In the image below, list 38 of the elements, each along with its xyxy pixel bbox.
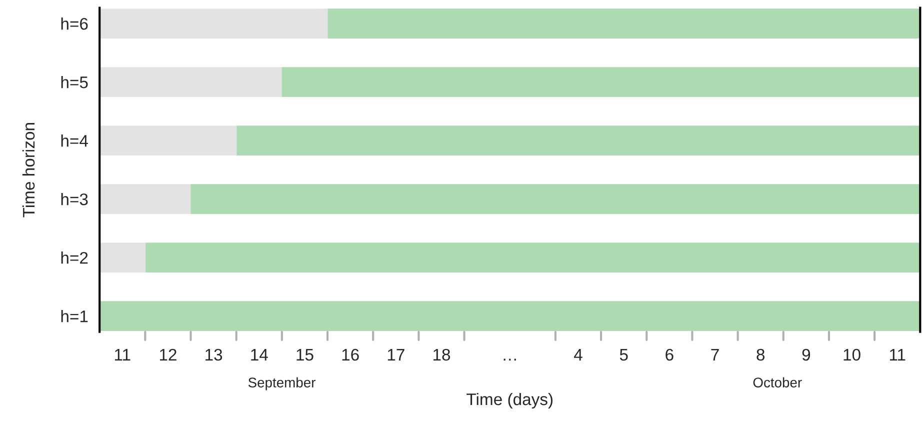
text: 5	[620, 349, 628, 361]
text: 11	[114, 349, 130, 360]
bar	[100, 301, 920, 331]
bar	[328, 8, 920, 38]
bar	[100, 184, 191, 214]
bar	[100, 67, 282, 97]
text: 8	[756, 348, 765, 361]
y-tick-label: h=6	[61, 18, 88, 30]
x-axis-title: Time (days)	[466, 392, 553, 409]
text: 7	[711, 349, 719, 360]
text: 10	[844, 348, 860, 361]
text: …	[504, 358, 516, 360]
bar	[100, 8, 328, 38]
text: 6	[666, 348, 674, 361]
text: 15	[296, 349, 314, 361]
bar	[146, 242, 920, 272]
text: 11	[890, 349, 906, 360]
text: 9	[802, 348, 810, 361]
text: October	[753, 377, 802, 388]
text: 17	[388, 349, 404, 360]
y-tick-label: h=3	[61, 193, 88, 206]
bar	[282, 67, 920, 97]
y-axis-title: Time horizon	[22, 123, 35, 218]
text: 18	[433, 348, 450, 361]
text: 14	[251, 349, 268, 360]
y-tick-label: h=1	[61, 310, 88, 322]
text: 4	[574, 349, 582, 360]
bar	[236, 126, 920, 156]
text: 12	[160, 348, 176, 360]
bar	[100, 126, 237, 156]
y-tick-label: h=5	[61, 76, 88, 88]
y-tick-label: h=2	[61, 252, 88, 264]
text: 16	[342, 348, 359, 361]
text: 13	[206, 348, 222, 361]
bar	[100, 242, 146, 272]
bar	[190, 184, 920, 214]
y-tick-label: h=4	[61, 134, 88, 147]
text: September	[248, 377, 316, 390]
